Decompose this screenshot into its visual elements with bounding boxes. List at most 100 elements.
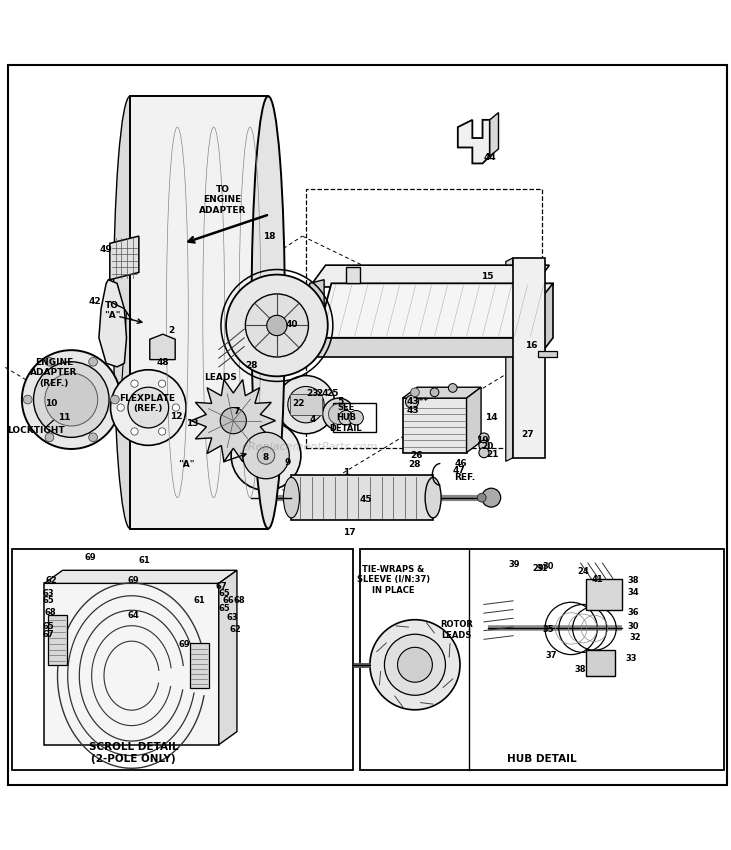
Text: 11: 11 (58, 413, 70, 422)
Circle shape (159, 428, 166, 435)
Text: 43: 43 (406, 406, 419, 415)
Polygon shape (490, 112, 499, 156)
Polygon shape (130, 96, 268, 529)
Circle shape (88, 433, 97, 442)
Text: 48: 48 (156, 358, 169, 367)
Circle shape (431, 388, 439, 397)
Polygon shape (539, 351, 556, 357)
Text: 41: 41 (591, 575, 603, 584)
Polygon shape (586, 579, 622, 610)
Circle shape (110, 370, 186, 445)
Polygon shape (513, 258, 545, 457)
Bar (12, 548, 353, 770)
Polygon shape (292, 475, 433, 520)
Circle shape (477, 493, 486, 502)
Ellipse shape (113, 96, 147, 529)
Text: 38: 38 (575, 666, 586, 674)
Text: 28: 28 (245, 361, 258, 370)
Text: 26: 26 (410, 451, 423, 460)
Text: 38: 38 (628, 576, 640, 585)
Text: 65: 65 (219, 604, 230, 613)
Circle shape (482, 488, 501, 507)
Bar (48, 615, 67, 665)
Bar (586, 650, 615, 676)
Text: FLEXPLATE
(REF.): FLEXPLATE (REF.) (120, 394, 175, 413)
Polygon shape (506, 258, 513, 462)
Text: 21: 21 (486, 450, 499, 458)
Text: 28: 28 (409, 461, 421, 469)
Circle shape (411, 388, 420, 397)
Circle shape (257, 447, 275, 464)
Polygon shape (310, 265, 550, 287)
Text: 66: 66 (222, 597, 234, 605)
Text: 20: 20 (482, 442, 494, 451)
Text: 31: 31 (537, 564, 548, 574)
Text: 24: 24 (577, 567, 588, 576)
Polygon shape (346, 267, 360, 283)
Circle shape (479, 433, 489, 443)
Circle shape (23, 395, 32, 404)
Text: 23: 23 (306, 389, 319, 399)
Text: 25: 25 (327, 389, 339, 399)
Ellipse shape (284, 478, 300, 518)
Circle shape (131, 380, 138, 388)
Circle shape (110, 395, 119, 404)
Polygon shape (403, 388, 481, 398)
Text: 43**: 43** (406, 397, 428, 406)
Polygon shape (150, 334, 175, 360)
Circle shape (479, 447, 489, 457)
Text: 69: 69 (179, 640, 191, 649)
Text: ENGINE
ADAPTER
(REF.): ENGINE ADAPTER (REF.) (30, 358, 77, 388)
Text: 40: 40 (285, 320, 298, 329)
Circle shape (45, 373, 98, 426)
Polygon shape (290, 394, 322, 415)
Polygon shape (310, 280, 324, 337)
Polygon shape (466, 388, 481, 452)
Text: ROTOR
LEADS: ROTOR LEADS (440, 620, 473, 639)
Circle shape (277, 376, 335, 434)
Polygon shape (458, 120, 490, 163)
Text: 30: 30 (542, 562, 553, 571)
Bar (360, 548, 724, 770)
Text: SEE
HUB
DETAIL: SEE HUB DETAIL (330, 403, 363, 433)
Text: 67: 67 (42, 630, 54, 638)
Circle shape (267, 315, 287, 336)
Circle shape (448, 383, 457, 393)
Text: 39: 39 (509, 560, 520, 569)
Text: 46: 46 (455, 459, 467, 468)
Text: 62: 62 (46, 576, 58, 585)
Circle shape (173, 404, 180, 411)
Text: 69: 69 (128, 576, 140, 585)
Text: 10: 10 (45, 399, 58, 408)
Text: 18: 18 (263, 231, 276, 241)
Text: SCROLL DETAIL
(2-POLE ONLY): SCROLL DETAIL (2-POLE ONLY) (89, 742, 178, 763)
Text: 1: 1 (343, 468, 349, 477)
Circle shape (349, 411, 363, 425)
Text: 13: 13 (186, 419, 198, 428)
Text: 16: 16 (525, 341, 537, 349)
Circle shape (45, 433, 54, 442)
Text: 32: 32 (629, 632, 641, 642)
Text: 37: 37 (546, 651, 557, 660)
Circle shape (226, 275, 327, 377)
Circle shape (22, 350, 121, 449)
Circle shape (322, 398, 355, 430)
Polygon shape (99, 280, 126, 367)
Circle shape (231, 421, 301, 490)
Text: 63: 63 (42, 589, 54, 598)
Text: 7: 7 (234, 407, 240, 416)
Text: 42: 42 (89, 297, 102, 306)
Text: 17: 17 (344, 528, 356, 537)
Text: REF.: REF. (454, 473, 475, 482)
Text: 63: 63 (226, 613, 238, 622)
Circle shape (45, 358, 54, 366)
Text: 61: 61 (138, 556, 150, 564)
Text: 65: 65 (42, 622, 54, 632)
Circle shape (370, 620, 460, 710)
Circle shape (328, 404, 349, 424)
Text: 35: 35 (542, 626, 553, 634)
Text: 24: 24 (317, 389, 329, 399)
Text: 29: 29 (532, 564, 544, 574)
Text: 45: 45 (359, 495, 372, 503)
Ellipse shape (251, 96, 285, 529)
